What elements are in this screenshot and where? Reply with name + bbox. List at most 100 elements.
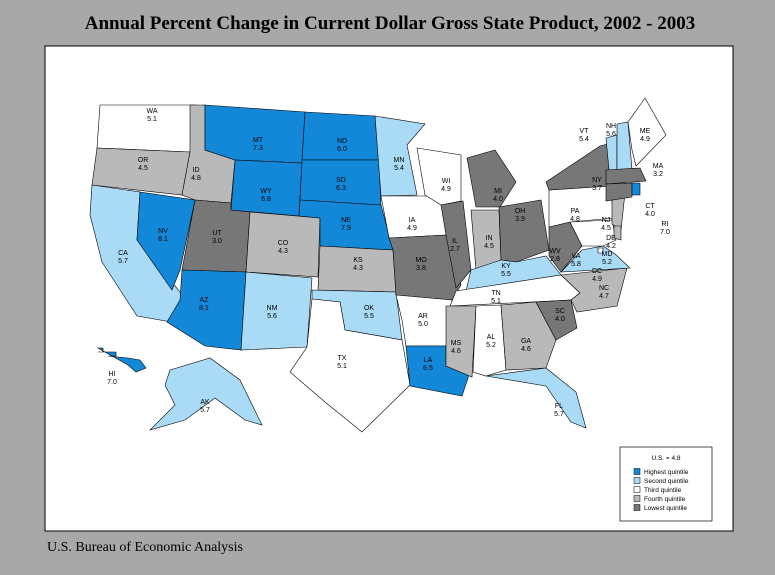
state-shape — [136, 191, 196, 291]
state-value: 5.4 — [394, 165, 404, 172]
state-abbr: NH — [606, 123, 616, 130]
state-shape — [605, 167, 647, 185]
state-value: 7.0 — [660, 229, 670, 236]
state-value: 8.1 — [199, 305, 209, 312]
state-value: 4.8 — [570, 216, 580, 223]
state-shape — [535, 299, 578, 341]
state-value: 6.0 — [337, 146, 347, 153]
state-shape — [204, 104, 306, 164]
state-abbr: WI — [442, 178, 451, 185]
state-value: 4.9 — [592, 276, 602, 283]
state-abbr: NJ — [602, 217, 611, 224]
state-value: 2.7 — [450, 246, 460, 253]
state-value: 4.8 — [191, 175, 201, 182]
state-abbr: IA — [409, 217, 416, 224]
state-value: 5.6 — [267, 313, 277, 320]
state-value: 4.9 — [640, 136, 650, 143]
state-value: 4.3 — [278, 248, 288, 255]
state-shape — [472, 304, 507, 377]
state-value: 4.9 — [407, 225, 417, 232]
state-value: 4.6 — [521, 346, 531, 353]
state-abbr: NE — [341, 217, 351, 224]
state-shape — [96, 347, 147, 373]
state-shape — [245, 211, 321, 278]
state-abbr: DC — [592, 268, 602, 275]
state-abbr: WV — [549, 248, 561, 255]
state-shape — [445, 305, 477, 378]
state-value: 5.7 — [118, 258, 128, 265]
state-value: 5.6 — [606, 131, 616, 138]
states — [89, 97, 667, 433]
state-value: 3.9 — [515, 216, 525, 223]
state-abbr: HI — [109, 371, 116, 378]
state-value: 5.1 — [337, 363, 347, 370]
legend-swatch — [633, 468, 641, 475]
state-shape — [485, 367, 587, 429]
state-value: 5.7 — [554, 411, 564, 418]
state-value: 6.5 — [423, 365, 433, 372]
state-value: 5.4 — [579, 136, 589, 143]
state-value: 3.0 — [212, 238, 222, 245]
state-value: 5.1 — [491, 298, 501, 305]
state-shape — [148, 357, 263, 431]
state-abbr: IN — [486, 235, 493, 242]
state-abbr: WA — [146, 108, 157, 115]
state-value: 7.3 — [253, 145, 263, 152]
state-labels: WA5.1OR4.5CA5.7NV8.1ID4.8MT7.3WY6.8UT3.0… — [107, 108, 670, 418]
state-abbr: LA — [424, 357, 433, 364]
state-abbr: MT — [253, 137, 264, 144]
state-abbr: AR — [418, 313, 428, 320]
state-value: 4.9 — [441, 186, 451, 193]
state-value: 5.5 — [364, 313, 374, 320]
state-abbr: KS — [353, 257, 363, 264]
state-abbr: AZ — [200, 297, 210, 304]
state-abbr: OK — [364, 305, 374, 312]
state-abbr: NC — [599, 285, 609, 292]
state-shape — [597, 247, 604, 254]
state-abbr: TN — [491, 290, 500, 297]
state-value: 4.0 — [493, 196, 503, 203]
state-shape — [498, 199, 550, 263]
legend-label: Fourth quintile — [644, 496, 686, 503]
legend-note: U.S. = 4.8 — [651, 455, 680, 462]
state-abbr: NY — [592, 177, 602, 184]
state-abbr: ND — [337, 138, 347, 145]
state-value: 4.6 — [451, 348, 461, 355]
state-shape — [560, 245, 631, 273]
state-value: 4.5 — [138, 165, 148, 172]
state-abbr: DE — [606, 235, 616, 242]
state-value: 4.3 — [353, 265, 363, 272]
state-value: 6.3 — [336, 185, 346, 192]
state-abbr: SC — [555, 308, 565, 315]
state-value: 3.8 — [416, 265, 426, 272]
legend-swatch — [633, 495, 641, 502]
state-shape — [627, 97, 667, 167]
state-value: 5.2 — [486, 342, 496, 349]
state-abbr: MN — [394, 157, 405, 164]
state-abbr: KY — [501, 263, 511, 270]
legend-swatch — [633, 477, 641, 484]
state-abbr: GA — [521, 338, 531, 345]
state-value: 5.5 — [501, 271, 511, 278]
state-value: 7.0 — [107, 379, 117, 386]
state-abbr: VT — [580, 128, 590, 135]
state-abbr: SD — [336, 177, 346, 184]
state-value: 2.8 — [550, 256, 560, 263]
state-value: 4.0 — [645, 211, 655, 218]
state-value: 3.7 — [592, 185, 602, 192]
state-abbr: NM — [267, 305, 278, 312]
state-value: 3.2 — [653, 171, 663, 178]
state-abbr: ME — [640, 128, 651, 135]
state-abbr: TX — [338, 355, 347, 362]
state-abbr: MA — [653, 163, 664, 170]
state-value: 4.2 — [606, 243, 616, 250]
legend-label: Second quintile — [644, 478, 689, 485]
state-abbr: CO — [278, 240, 289, 247]
legend-swatch — [633, 504, 641, 511]
state-shape — [605, 182, 633, 202]
state-value: 5.2 — [602, 259, 612, 266]
state-value: 4.7 — [599, 293, 609, 300]
state-shape — [374, 115, 426, 197]
state-shape — [631, 182, 641, 196]
